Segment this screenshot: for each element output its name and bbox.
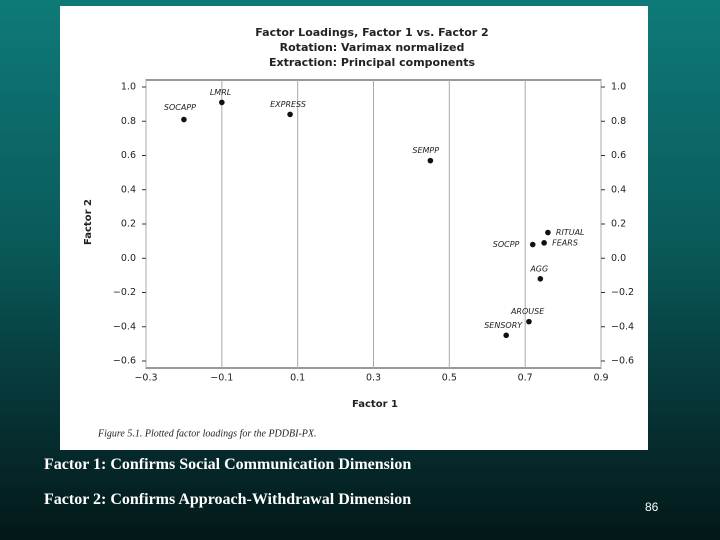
y-axis-label: Factor 2 — [83, 199, 94, 245]
point — [181, 116, 187, 123]
x-tick-label: −0.3 — [134, 373, 157, 384]
y2-tick-label: 0.8 — [611, 116, 626, 127]
point — [287, 111, 293, 118]
x-axis-label: Factor 1 — [352, 399, 398, 410]
point-label: AGG — [529, 264, 548, 273]
y-tick-label: −0.6 — [113, 356, 136, 367]
x-tick-label: 0.9 — [593, 373, 608, 384]
y-tick-label: 0.2 — [121, 219, 136, 230]
y-tick-label: 0.0 — [121, 253, 136, 264]
point-label: FEARS — [552, 238, 578, 247]
y-tick-label: 0.8 — [121, 116, 136, 127]
x-tick-label: 0.5 — [442, 373, 457, 384]
y2-tick-label: −0.4 — [611, 321, 634, 332]
point — [526, 318, 532, 325]
x-tick-label: 0.7 — [518, 373, 533, 384]
y-tick-label: 1.0 — [121, 82, 136, 93]
chart: Factor Loadings, Factor 1 vs. Factor 2 R… — [60, 6, 648, 450]
point-label: EXPRESS — [270, 100, 306, 109]
point — [503, 332, 510, 339]
x-tick-label: −0.1 — [210, 373, 233, 384]
y2-tick-label: 1.0 — [611, 82, 626, 93]
point — [541, 240, 547, 246]
point-label: SEMPP — [412, 146, 439, 155]
y-tick-label: 0.4 — [121, 184, 136, 195]
point — [545, 229, 551, 236]
figure-caption: Figure 5.1. Plotted factor loadings for … — [97, 428, 317, 439]
page-number: 86 — [645, 500, 659, 514]
point-label: SOCPP — [493, 240, 520, 249]
chart-subtitle: Rotation: Varimax normalized — [280, 41, 465, 54]
x-tick-label: 0.1 — [290, 373, 305, 384]
chart-title: Factor Loadings, Factor 1 vs. Factor 2 — [255, 26, 488, 39]
point-label: SOCAPP — [164, 103, 196, 112]
y-tick-label: −0.2 — [113, 287, 136, 298]
note: Factor 2: Confirms Approach-Withdrawal D… — [44, 491, 412, 508]
y-tick-label: −0.4 — [113, 321, 136, 332]
point-label: AROUSE — [510, 307, 545, 316]
point — [537, 276, 544, 282]
point-label: LMRL — [210, 88, 231, 97]
chart-subtitle: Extraction: Principal components — [269, 56, 476, 69]
point — [219, 99, 225, 106]
y2-tick-label: −0.6 — [611, 356, 634, 367]
y2-tick-label: 0.4 — [611, 184, 626, 195]
y2-tick-label: 0.2 — [611, 219, 626, 230]
y-tick-label: 0.6 — [121, 150, 136, 161]
x-tick-label: 0.3 — [366, 373, 381, 384]
point-label: SENSORY — [484, 321, 523, 330]
y2-tick-label: −0.2 — [611, 287, 634, 298]
point — [529, 241, 536, 248]
y2-tick-label: 0.0 — [611, 253, 626, 264]
point-label: RITUAL — [556, 228, 585, 237]
point — [427, 157, 434, 164]
note: Factor 1: Confirms Social Communication … — [44, 456, 412, 473]
y2-tick-label: 0.6 — [611, 150, 626, 161]
